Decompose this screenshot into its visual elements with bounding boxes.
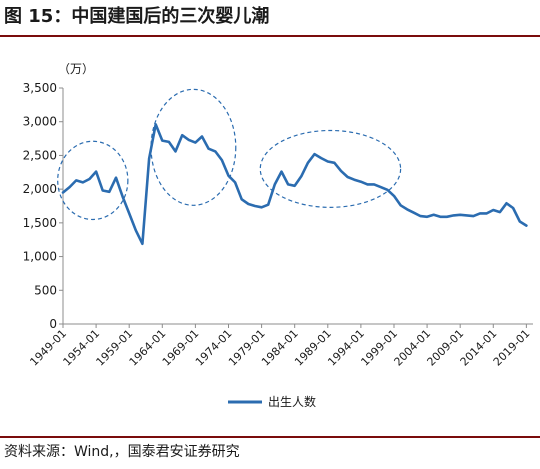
baby-boom-ellipse	[259, 129, 402, 208]
axes: 05001,0001,5002,0002,5003,0003,5001949-0…	[23, 81, 533, 369]
title-divider	[0, 35, 540, 37]
baby-boom-ellipse	[57, 140, 129, 221]
line-chart: （万） 05001,0001,5002,0002,5003,0003,50019…	[23, 62, 533, 409]
source-note: 资料来源：Wind,，国泰君安证券研究	[4, 444, 240, 460]
y-tick-label: 0	[49, 317, 57, 331]
y-tick-label: 2,000	[23, 182, 57, 196]
chart-title: 图 15：中国建国后的三次婴儿潮	[4, 6, 270, 27]
y-tick-label: 2,500	[23, 148, 57, 162]
y-tick-label: 1,500	[23, 216, 57, 230]
y-tick-label: 500	[34, 283, 57, 297]
y-tick-label: 3,500	[23, 81, 57, 95]
baby-boom-ellipse	[150, 88, 237, 206]
y-tick-label: 1,000	[23, 250, 57, 264]
y-unit-label: （万）	[58, 62, 94, 76]
x-tick-label: 2019-01	[491, 327, 533, 369]
legend-label: 出生人数	[268, 394, 316, 409]
footer-divider	[0, 436, 540, 438]
legend: 出生人数	[228, 394, 316, 409]
y-tick-label: 3,000	[23, 115, 57, 129]
series-layer	[61, 123, 528, 246]
baby-boom-circles	[57, 88, 402, 221]
series-line-births	[61, 123, 528, 246]
